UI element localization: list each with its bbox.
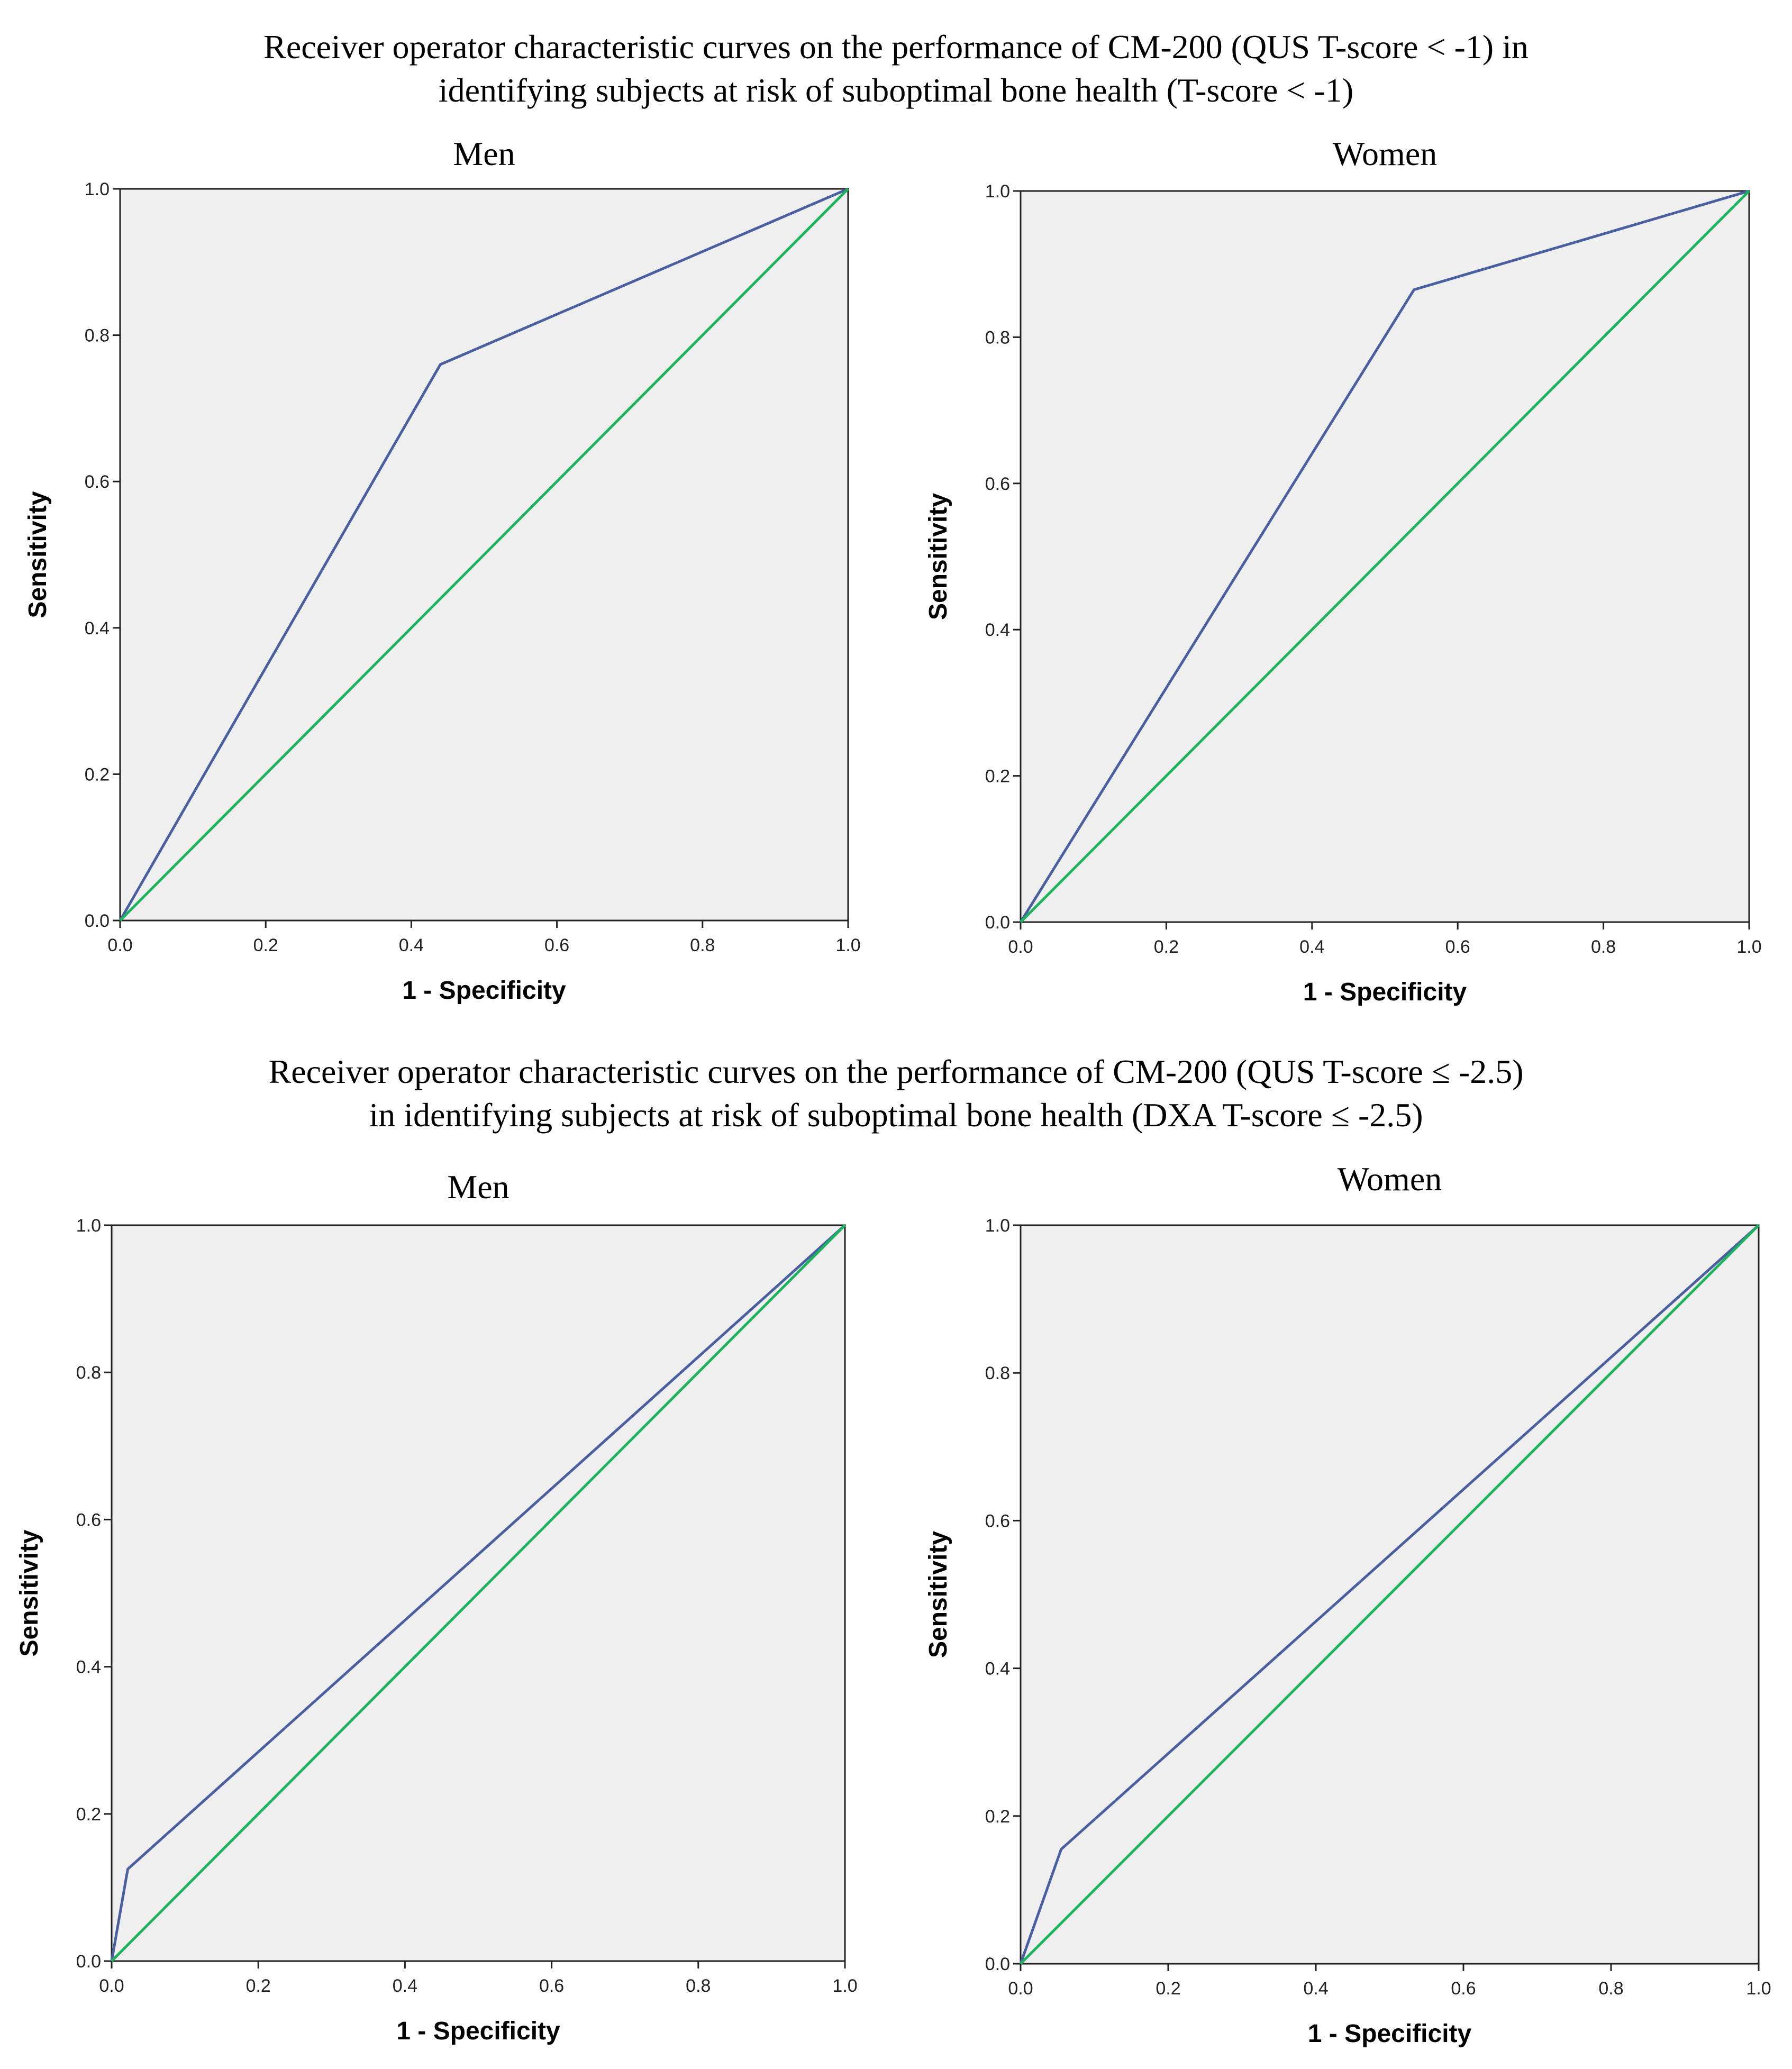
y-tick-label: 0.4 bbox=[985, 620, 1010, 640]
y-tick-label: 1.0 bbox=[985, 181, 1010, 202]
y-axis-label: Sensitivity bbox=[24, 491, 52, 618]
section-title-top-line1: Receiver operator characteristic curves … bbox=[263, 28, 1529, 66]
section-title-bottom-line1: Receiver operator characteristic curves … bbox=[268, 1053, 1524, 1090]
x-tick-label: 0.4 bbox=[1303, 1979, 1328, 1999]
chart-panel-2: Women 0.0 0.0 0.2 0.2 0.4 0.4 0.6 0.6 0.8 0.8 1.0 1.… bbox=[924, 135, 1762, 1006]
roc-curve-line bbox=[119, 187, 849, 922]
y-tick-label: 0.2 bbox=[85, 764, 110, 785]
y-tick-label: 1.0 bbox=[85, 179, 110, 199]
y-tick-label: 0.4 bbox=[985, 1659, 1010, 1679]
x-tick-label: 0.6 bbox=[544, 935, 569, 955]
x-tick-label: 1.0 bbox=[832, 1976, 857, 1996]
y-tick-label: 0.0 bbox=[76, 1952, 101, 1972]
section-title-bottom: Receiver operator characteristic curves … bbox=[0, 1050, 1792, 1137]
y-tick-label: 1.0 bbox=[985, 1216, 1010, 1236]
section-title-top: Receiver operator characteristic curves … bbox=[0, 25, 1792, 112]
section-title-bottom-line2: in identifying subjects at risk of subop… bbox=[369, 1096, 1423, 1134]
y-axis-label: Sensitivity bbox=[924, 1531, 952, 1658]
y-axis-label: Sensitivity bbox=[924, 493, 952, 620]
x-tick-label: 0.8 bbox=[1598, 1979, 1623, 1999]
chart-panel-3: Men 0.0 0.0 0.2 0.2 0.4 0.4 0.6 0.6 0.8 0.8 1.0 1.0 1… bbox=[15, 1168, 858, 2045]
x-axis-label: 1 - Specificity bbox=[402, 977, 566, 1005]
chart-title: Men bbox=[453, 135, 515, 172]
y-tick-label: 0.0 bbox=[985, 913, 1010, 933]
chart-title: Men bbox=[447, 1168, 509, 1206]
x-tick-label: 0.6 bbox=[539, 1976, 564, 1996]
x-tick-label: 1.0 bbox=[1746, 1979, 1771, 1999]
y-tick-label: 0.8 bbox=[985, 1363, 1010, 1383]
x-tick-label: 0.4 bbox=[399, 935, 424, 955]
x-tick-label: 1.0 bbox=[835, 935, 860, 955]
chart-title: Women bbox=[1338, 1160, 1442, 1198]
x-axis-label: 1 - Specificity bbox=[1303, 978, 1467, 1006]
reference-line bbox=[1020, 1224, 1760, 1965]
x-tick-label: 0.6 bbox=[1451, 1979, 1476, 1999]
x-tick-label: 0.0 bbox=[99, 1976, 124, 1996]
y-tick-label: 0.6 bbox=[76, 1510, 101, 1530]
x-tick-label: 0.0 bbox=[107, 935, 132, 955]
x-tick-label: 0.6 bbox=[1445, 937, 1470, 957]
roc-curve-line bbox=[110, 1224, 846, 1962]
x-tick-label: 0.0 bbox=[1008, 937, 1033, 957]
x-tick-label: 0.4 bbox=[393, 1976, 417, 1996]
x-axis-label: 1 - Specificity bbox=[396, 2017, 560, 2045]
x-tick-label: 0.8 bbox=[1591, 937, 1616, 957]
x-tick-label: 0.4 bbox=[1299, 937, 1324, 957]
y-tick-label: 0.6 bbox=[985, 1511, 1010, 1531]
y-tick-label: 0.8 bbox=[85, 326, 110, 346]
x-tick-label: 0.2 bbox=[253, 935, 278, 955]
x-tick-label: 0.2 bbox=[1156, 1979, 1180, 1999]
x-tick-label: 0.0 bbox=[1008, 1979, 1033, 1999]
chart-panel-4: Women 0.0 0.0 0.2 0.2 0.4 0.4 0.6 0.6 0.8 0.8 1.0 1.… bbox=[924, 1160, 1771, 2048]
x-tick-label: 0.2 bbox=[246, 1976, 271, 1996]
reference-line bbox=[1020, 190, 1750, 923]
section-title-top-line2: identifying subjects at risk of suboptim… bbox=[438, 71, 1354, 109]
reference-line bbox=[119, 188, 849, 922]
roc-curve-line bbox=[1019, 1224, 1760, 1964]
y-axis-label: Sensitivity bbox=[15, 1529, 43, 1656]
y-tick-label: 0.0 bbox=[985, 1954, 1010, 1974]
x-tick-label: 0.8 bbox=[686, 1976, 711, 1996]
y-tick-label: 1.0 bbox=[76, 1216, 101, 1236]
chart-title: Women bbox=[1333, 135, 1437, 172]
y-tick-label: 0.4 bbox=[85, 618, 110, 639]
x-axis-label: 1 - Specificity bbox=[1308, 2020, 1472, 2048]
y-tick-label: 0.4 bbox=[76, 1657, 101, 1678]
x-tick-label: 0.8 bbox=[690, 935, 715, 955]
reference-line bbox=[111, 1224, 846, 1962]
y-tick-label: 0.6 bbox=[985, 474, 1010, 494]
y-tick-label: 0.6 bbox=[85, 472, 110, 492]
y-tick-label: 0.8 bbox=[985, 327, 1010, 348]
x-tick-label: 1.0 bbox=[1736, 937, 1761, 957]
chart-panel-1: Men 0.0 0.0 0.2 0.2 0.4 0.4 0.6 0.6 0.8 0.8 1.0 1.0 1… bbox=[24, 135, 861, 1005]
y-tick-label: 0.2 bbox=[76, 1804, 101, 1825]
y-tick-label: 0.2 bbox=[985, 767, 1010, 787]
y-tick-label: 0.2 bbox=[985, 1807, 1010, 1827]
x-tick-label: 0.2 bbox=[1154, 937, 1179, 957]
roc-curve-line bbox=[1019, 189, 1750, 923]
y-tick-label: 0.0 bbox=[85, 911, 110, 931]
y-tick-label: 0.8 bbox=[76, 1363, 101, 1383]
